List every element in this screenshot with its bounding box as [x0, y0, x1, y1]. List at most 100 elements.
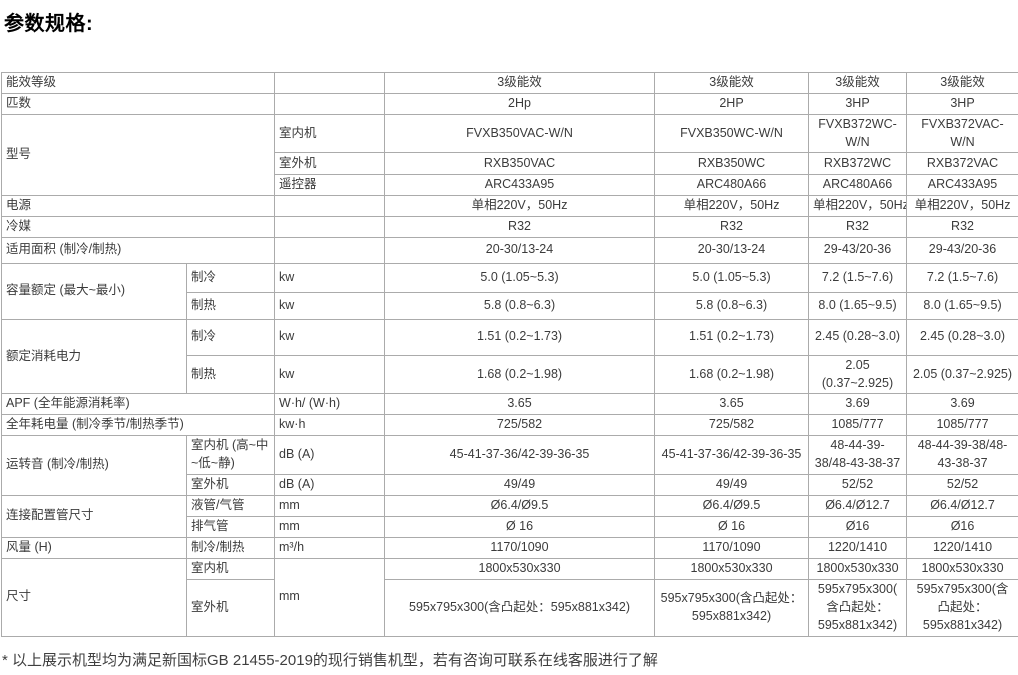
spec-value: 3.69: [808, 393, 908, 415]
spec-row-label: 连接配置管尺寸: [1, 494, 187, 538]
spec-value: 29-43/20-36: [808, 236, 908, 264]
spec-value: 29-43/20-36: [906, 236, 1018, 264]
spec-sub-label: 遥控器: [274, 174, 386, 197]
spec-value: FVXB350VAC-W/N: [384, 113, 656, 154]
spec-value: 1170/1090: [654, 536, 810, 559]
spec-unit: kw: [274, 262, 386, 293]
spec-row-label: 电源: [0, 195, 276, 217]
spec-unit: m³/h: [274, 536, 386, 559]
spec-value: R32: [808, 216, 908, 238]
spec-value: 52/52: [808, 473, 908, 496]
spec-value: 20-30/13-24: [384, 236, 656, 264]
spec-value: 3.65: [654, 393, 810, 415]
footnote: * 以上展示机型均为满足新国标GB 21455-2019的现行销售机型，若有咨询…: [2, 651, 658, 669]
spec-value: 1220/1410: [808, 536, 908, 559]
spec-sub-label: 制冷: [185, 262, 276, 293]
spec-sub-label: 室外机: [185, 473, 276, 496]
spec-value: 2Hp: [384, 93, 656, 115]
spec-value: 3.65: [384, 393, 656, 415]
spec-row-label: 尺寸: [1, 557, 187, 637]
spec-value: 5.0 (1.05~5.3): [654, 262, 810, 293]
spec-value: 3HP: [808, 93, 908, 115]
spec-value: 1800x530x330: [906, 557, 1018, 580]
spec-sub-label: 排气管: [185, 515, 276, 538]
spec-row-label: 型号: [0, 113, 276, 197]
spec-value: 2.05 (0.37~2.925): [906, 354, 1018, 395]
spec-value: FVXB372WC-W/N: [808, 113, 908, 154]
spec-value: 3.69: [906, 393, 1018, 415]
spec-sub-label: 室外机: [185, 578, 276, 637]
spec-unit: mm: [274, 557, 386, 637]
spec-value: 7.2 (1.5~7.6): [808, 262, 908, 293]
spec-sub-label: 室内机: [185, 557, 276, 580]
spec-value: 48-44-39-38/48-43-38-37: [906, 434, 1018, 475]
spec-table: 能效等级 3级能效 3级能效 3级能效 3级能效 匹数 2Hp 2HP 3HP …: [0, 72, 1018, 637]
spec-unit: [274, 93, 386, 115]
spec-value: Ø16: [808, 515, 908, 538]
spec-value: 5.8 (0.8~6.3): [384, 291, 656, 320]
spec-value: 1.68 (0.2~1.98): [654, 354, 810, 395]
spec-value: 45-41-37-36/42-39-36-35: [384, 434, 656, 475]
spec-value: 2.45 (0.28~3.0): [808, 318, 908, 356]
spec-value: 1.68 (0.2~1.98): [384, 354, 656, 395]
spec-value: 3级能效: [906, 72, 1018, 94]
spec-value: 1800x530x330: [654, 557, 810, 580]
spec-value: 595x795x300(含凸起处：595x881x342): [906, 578, 1018, 637]
spec-row-label: 运转音 (制冷/制热): [1, 434, 187, 496]
spec-value: 8.0 (1.65~9.5): [906, 291, 1018, 320]
spec-value: 2.45 (0.28~3.0): [906, 318, 1018, 356]
spec-sub-label: 室内机 (高~中~低~静): [185, 434, 276, 475]
spec-value: 725/582: [384, 414, 656, 436]
spec-row-label: 适用面积 (制冷/制热): [0, 236, 276, 264]
spec-unit: dB (A): [274, 473, 386, 496]
spec-unit: mm: [274, 515, 386, 538]
spec-sub-label: 制热: [185, 291, 276, 320]
spec-value: RXB350VAC: [384, 152, 656, 176]
spec-value: 2.05 (0.37~2.925): [808, 354, 908, 395]
spec-row-label: 匹数: [0, 93, 276, 115]
spec-sub-label: 制冷: [185, 318, 276, 356]
spec-value: Ø6.4/Ø9.5: [654, 494, 810, 517]
spec-value: 5.0 (1.05~5.3): [384, 262, 656, 293]
spec-value: Ø16: [906, 515, 1018, 538]
spec-value: ARC433A95: [384, 174, 656, 197]
spec-value: 49/49: [654, 473, 810, 496]
spec-value: 5.8 (0.8~6.3): [654, 291, 810, 320]
spec-unit: mm: [274, 494, 386, 517]
spec-value: 1085/777: [808, 414, 908, 436]
spec-value: Ø6.4/Ø9.5: [384, 494, 656, 517]
spec-value: ARC480A66: [808, 174, 908, 197]
spec-value: FVXB350WC-W/N: [654, 113, 810, 154]
spec-unit: [274, 195, 386, 217]
spec-unit: [274, 72, 386, 94]
spec-unit: [274, 216, 386, 238]
spec-unit: [274, 236, 386, 264]
spec-row-label: 风量 (H): [1, 536, 187, 559]
spec-value: 单相220V，50Hz: [808, 195, 908, 217]
spec-value: 595x795x300(含凸起处：595x881x342): [654, 578, 810, 637]
spec-value: 1085/777: [906, 414, 1018, 436]
spec-value: 1220/1410: [906, 536, 1018, 559]
spec-value: RXB350WC: [654, 152, 810, 176]
spec-value: 3级能效: [808, 72, 908, 94]
spec-unit: kw·h: [274, 414, 386, 436]
spec-unit: kw: [274, 291, 386, 320]
spec-sub-label: 制热: [185, 354, 276, 395]
spec-value: 3级能效: [384, 72, 656, 94]
spec-row-label: 能效等级: [0, 72, 276, 94]
spec-value: Ø6.4/Ø12.7: [808, 494, 908, 517]
spec-value: 52/52: [906, 473, 1018, 496]
spec-row-label: 容量额定 (最大~最小): [1, 262, 187, 320]
spec-value: 1800x530x330: [808, 557, 908, 580]
spec-value: R32: [654, 216, 810, 238]
spec-value: 48-44-39-38/48-43-38-37: [808, 434, 908, 475]
spec-value: ARC433A95: [906, 174, 1018, 197]
spec-value: 45-41-37-36/42-39-36-35: [654, 434, 810, 475]
page-title: 参数规格:: [4, 13, 94, 35]
spec-value: ARC480A66: [654, 174, 810, 197]
spec-unit: kw: [274, 318, 386, 356]
spec-value: 595x795x300(含凸起处：595x881x342): [384, 578, 656, 637]
spec-value: RXB372WC: [808, 152, 908, 176]
spec-value: R32: [906, 216, 1018, 238]
spec-value: 595x795x300(含凸起处：595x881x342): [808, 578, 908, 637]
